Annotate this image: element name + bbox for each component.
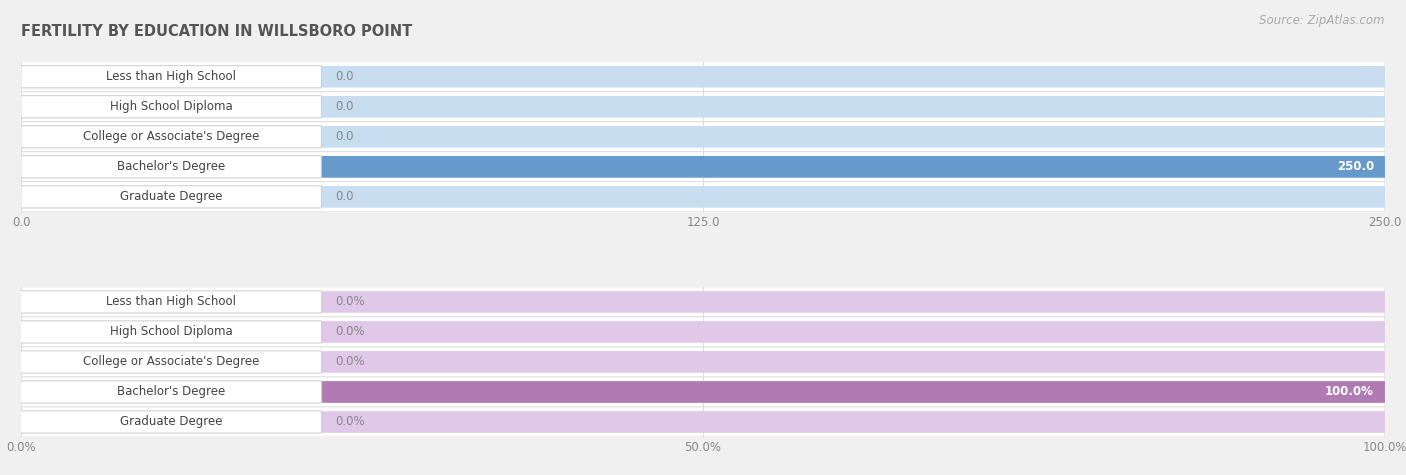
- Text: FERTILITY BY EDUCATION IN WILLSBORO POINT: FERTILITY BY EDUCATION IN WILLSBORO POIN…: [21, 24, 412, 39]
- Text: 0.0%: 0.0%: [335, 295, 364, 308]
- Text: Graduate Degree: Graduate Degree: [120, 190, 222, 203]
- FancyBboxPatch shape: [21, 317, 1385, 347]
- Text: Graduate Degree: Graduate Degree: [120, 416, 222, 428]
- Text: College or Associate's Degree: College or Associate's Degree: [83, 355, 259, 369]
- Text: Bachelor's Degree: Bachelor's Degree: [117, 386, 225, 399]
- FancyBboxPatch shape: [21, 156, 1385, 178]
- Text: 250.0: 250.0: [1337, 161, 1374, 173]
- FancyBboxPatch shape: [21, 95, 322, 118]
- FancyBboxPatch shape: [21, 411, 322, 433]
- Text: 100.0%: 100.0%: [1324, 386, 1374, 399]
- Text: College or Associate's Degree: College or Associate's Degree: [83, 130, 259, 143]
- Text: High School Diploma: High School Diploma: [110, 100, 232, 113]
- Text: Source: ZipAtlas.com: Source: ZipAtlas.com: [1260, 14, 1385, 27]
- Text: Bachelor's Degree: Bachelor's Degree: [117, 161, 225, 173]
- FancyBboxPatch shape: [21, 347, 1385, 377]
- Text: 0.0: 0.0: [335, 70, 353, 83]
- FancyBboxPatch shape: [21, 291, 322, 313]
- FancyBboxPatch shape: [21, 66, 322, 88]
- Text: 0.0: 0.0: [335, 130, 353, 143]
- FancyBboxPatch shape: [21, 377, 1385, 407]
- Text: Less than High School: Less than High School: [105, 70, 236, 83]
- FancyBboxPatch shape: [21, 156, 1385, 178]
- FancyBboxPatch shape: [21, 411, 1385, 433]
- FancyBboxPatch shape: [21, 186, 322, 208]
- Text: 0.0%: 0.0%: [335, 325, 364, 338]
- FancyBboxPatch shape: [21, 122, 1385, 152]
- FancyBboxPatch shape: [21, 351, 1385, 373]
- FancyBboxPatch shape: [21, 156, 322, 178]
- FancyBboxPatch shape: [21, 66, 1385, 87]
- FancyBboxPatch shape: [21, 321, 322, 343]
- FancyBboxPatch shape: [21, 62, 1385, 92]
- FancyBboxPatch shape: [21, 126, 322, 148]
- FancyBboxPatch shape: [21, 291, 1385, 313]
- Text: 0.0%: 0.0%: [335, 416, 364, 428]
- Text: 0.0: 0.0: [335, 190, 353, 203]
- FancyBboxPatch shape: [21, 381, 322, 403]
- FancyBboxPatch shape: [21, 407, 1385, 437]
- FancyBboxPatch shape: [21, 321, 1385, 343]
- FancyBboxPatch shape: [21, 96, 1385, 118]
- Text: Less than High School: Less than High School: [105, 295, 236, 308]
- FancyBboxPatch shape: [21, 182, 1385, 212]
- FancyBboxPatch shape: [21, 381, 1385, 403]
- FancyBboxPatch shape: [21, 152, 1385, 182]
- FancyBboxPatch shape: [21, 186, 1385, 208]
- FancyBboxPatch shape: [21, 287, 1385, 317]
- FancyBboxPatch shape: [21, 351, 322, 373]
- FancyBboxPatch shape: [21, 381, 1385, 403]
- Text: 0.0: 0.0: [335, 100, 353, 113]
- Text: 0.0%: 0.0%: [335, 355, 364, 369]
- FancyBboxPatch shape: [21, 92, 1385, 122]
- FancyBboxPatch shape: [21, 126, 1385, 148]
- Text: High School Diploma: High School Diploma: [110, 325, 232, 338]
